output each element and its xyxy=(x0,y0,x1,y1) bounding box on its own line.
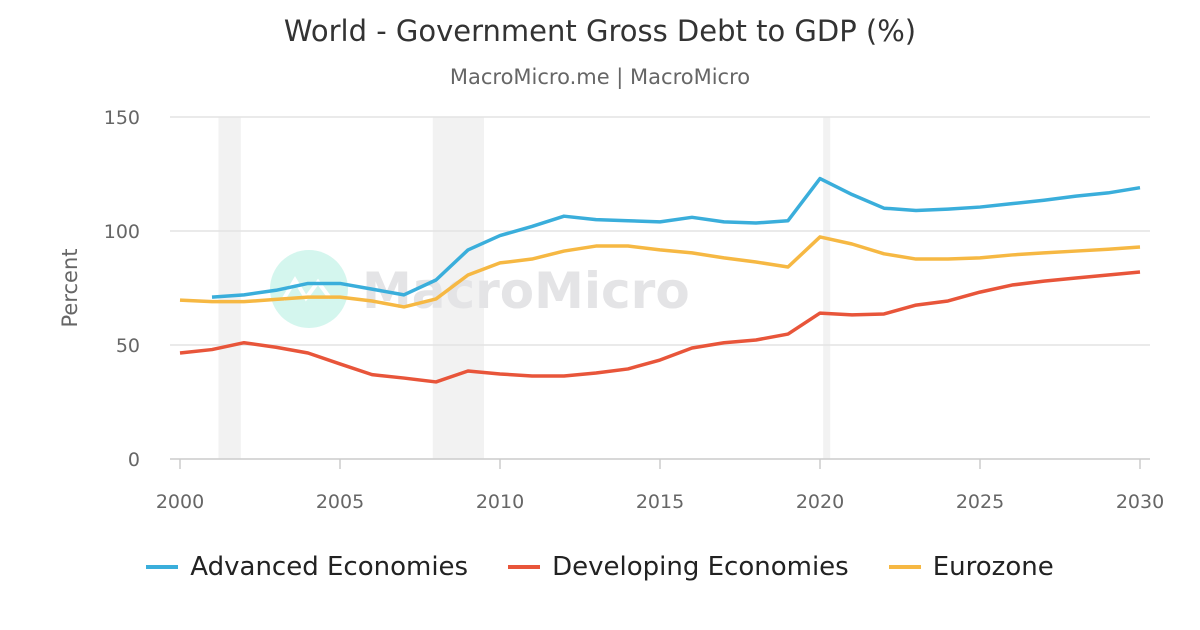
recession-band xyxy=(432,117,484,459)
legend-item-eurozone[interactable]: Eurozone xyxy=(888,552,1054,582)
x-tick-label: 2030 xyxy=(1116,491,1164,513)
y-tick-label: 0 xyxy=(128,449,140,471)
x-tick-label: 2020 xyxy=(796,491,844,513)
recession-band xyxy=(823,117,831,459)
x-tick-label: 2015 xyxy=(636,491,684,513)
legend-item-advanced-economies[interactable]: Advanced Economies xyxy=(146,552,468,582)
x-tick-label: 2000 xyxy=(156,491,204,513)
legend-swatch xyxy=(146,565,179,569)
legend-label: Eurozone xyxy=(932,552,1054,582)
legend-swatch xyxy=(888,565,921,569)
y-tick-label: 100 xyxy=(104,221,140,243)
watermark-logo-icon xyxy=(270,250,348,328)
x-tick-label: 2025 xyxy=(956,491,1004,513)
x-tick-label: 2010 xyxy=(476,491,524,513)
chart-subtitle: MacroMicro.me | MacroMicro xyxy=(449,65,751,89)
x-tick-label: 2005 xyxy=(316,491,364,513)
legend-item-developing-economies[interactable]: Developing Economies xyxy=(508,552,849,582)
y-tick-label: 50 xyxy=(116,335,140,357)
chart-title: World - Government Gross Debt to GDP (%) xyxy=(283,14,917,48)
watermark-text: MacroMicro xyxy=(362,262,690,320)
legend-label: Developing Economies xyxy=(552,552,849,582)
y-axis-label: Percent xyxy=(58,248,82,327)
legend-label: Advanced Economies xyxy=(190,552,469,582)
y-tick-label: 150 xyxy=(104,107,140,129)
series-line-advanced-economies xyxy=(211,176,1141,299)
legend: Advanced Economies Developing Economies … xyxy=(0,552,1200,582)
legend-swatch xyxy=(508,565,541,569)
recession-band xyxy=(218,117,241,459)
